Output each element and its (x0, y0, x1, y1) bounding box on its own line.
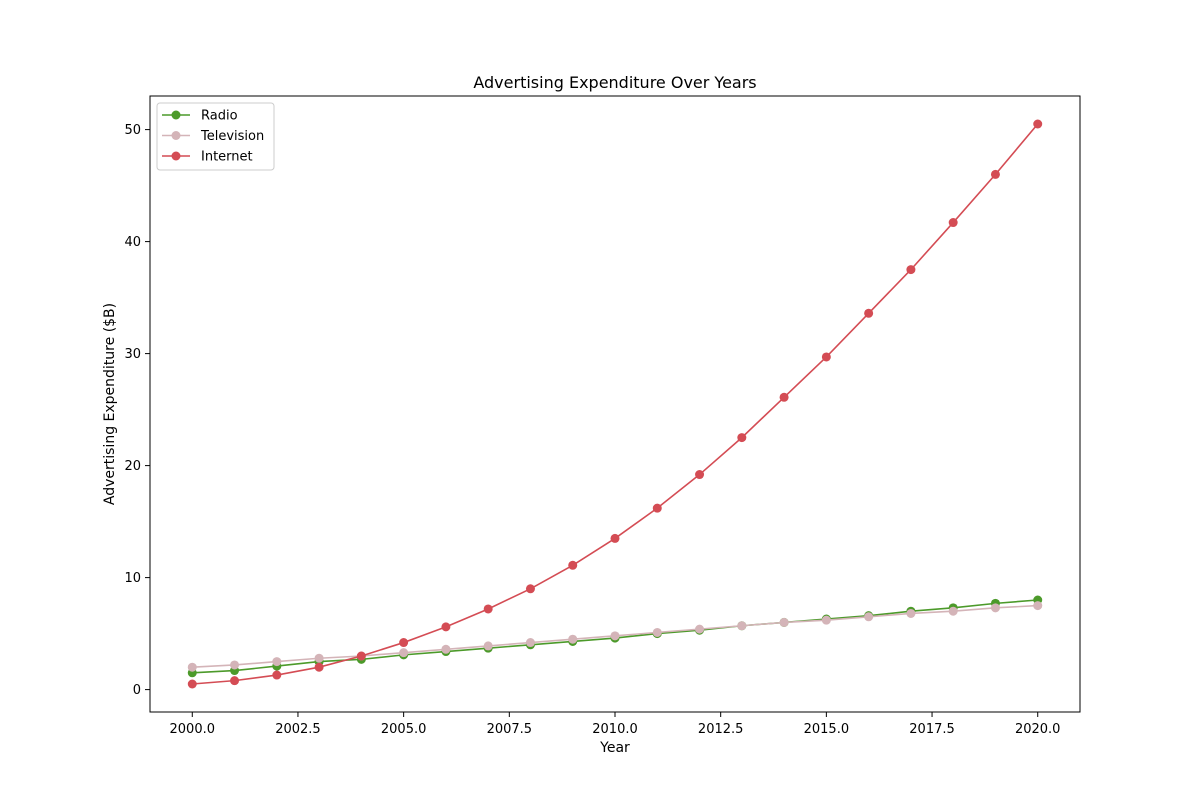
y-tick-label: 40 (124, 235, 141, 250)
x-tick-label: 2000.0 (170, 722, 216, 737)
legend: Radio Television Internet (156, 102, 275, 171)
data-point-internet (187, 679, 197, 689)
x-tick-label: 2020.0 (1015, 722, 1061, 737)
data-point-television (948, 606, 958, 616)
plot-area (187, 119, 1043, 689)
legend-item-internet: Internet (162, 150, 253, 165)
y-axis-title: Advertising Expenditure ($B) (102, 303, 118, 505)
x-tick-label: 2010.0 (592, 722, 638, 737)
data-point-internet (990, 169, 1000, 179)
data-point-television (230, 660, 240, 670)
legend-marker (171, 151, 181, 161)
data-point-internet (483, 604, 493, 614)
data-point-television (610, 631, 620, 641)
legend-marker (171, 131, 181, 140)
y-tick-label: 30 (124, 347, 141, 362)
data-point-internet (441, 622, 451, 632)
data-point-television (568, 634, 578, 644)
x-tick-label: 2015.0 (804, 722, 850, 737)
data-point-internet (1033, 119, 1043, 129)
data-point-internet (568, 560, 578, 570)
data-point-internet (399, 638, 409, 648)
legend-box (156, 102, 275, 171)
data-point-internet (906, 265, 916, 275)
data-point-television (906, 608, 916, 618)
x-tick-label: 2007.5 (487, 722, 533, 737)
x-axis-title: Year (599, 740, 630, 756)
legend-label: Internet (201, 150, 253, 165)
series-internet (187, 119, 1043, 689)
data-point-television (695, 624, 705, 634)
data-point-television (525, 638, 535, 648)
data-point-internet (695, 470, 705, 480)
data-point-internet (356, 651, 366, 661)
legend-marker (171, 110, 181, 120)
data-point-television (864, 612, 874, 622)
legend-item-television: Television (162, 129, 264, 144)
data-point-internet (610, 533, 620, 543)
data-point-internet (948, 218, 958, 228)
y-tick-label: 20 (124, 459, 141, 474)
data-point-television (652, 627, 662, 637)
y-tick-label: 0 (133, 683, 141, 698)
data-point-television (821, 615, 831, 625)
data-point-television (1033, 601, 1043, 611)
data-point-television (483, 641, 493, 651)
axes: 2000.0 2002.5 2005.0 2007.5 2010.0 2012.5 2015… (124, 95, 1081, 737)
data-point-television (187, 662, 197, 672)
data-point-television (272, 657, 282, 667)
data-point-internet (821, 352, 831, 362)
x-tick-label: 2017.5 (909, 722, 955, 737)
data-point-television (779, 617, 789, 627)
legend-item-radio: Radio (162, 109, 238, 124)
y-tick-label: 50 (124, 123, 141, 138)
data-point-internet (314, 662, 324, 672)
data-point-television (737, 621, 747, 631)
data-point-television (399, 648, 409, 658)
chart-title: Advertising Expenditure Over Years (473, 73, 756, 92)
data-point-internet (230, 676, 240, 686)
data-point-internet (525, 584, 535, 594)
legend-label: Radio (201, 109, 238, 124)
data-point-internet (652, 503, 662, 513)
data-point-internet (737, 433, 747, 443)
data-point-television (990, 603, 1000, 613)
data-point-television (314, 653, 324, 663)
x-tick-label: 2012.5 (698, 722, 744, 737)
x-tick-label: 2005.0 (381, 722, 427, 737)
data-point-internet (272, 670, 282, 680)
y-tick-label: 10 (124, 571, 141, 586)
legend-label: Television (200, 129, 264, 144)
data-point-internet (864, 308, 874, 318)
data-point-television (441, 644, 451, 654)
data-point-internet (779, 392, 789, 402)
x-tick-label: 2002.5 (275, 722, 321, 737)
